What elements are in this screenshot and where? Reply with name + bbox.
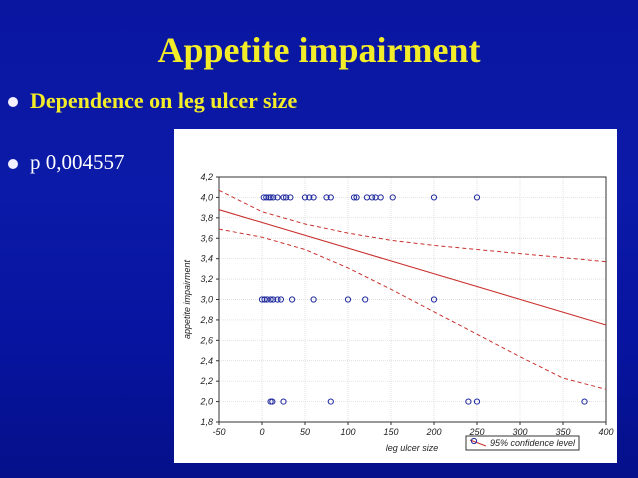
data-point xyxy=(261,296,268,303)
confidence-band-lower xyxy=(218,228,607,390)
data-point xyxy=(353,194,360,201)
confidence-band-lines xyxy=(218,189,607,390)
y-tick-label: 2,8 xyxy=(199,315,213,325)
y-tick-label: 3,8 xyxy=(200,213,213,223)
y-tick-label: 3,4 xyxy=(200,254,213,264)
legend-point-marker xyxy=(470,437,478,445)
data-point xyxy=(430,194,438,201)
data-point xyxy=(263,194,270,201)
data-point xyxy=(323,194,330,201)
legend-box xyxy=(465,435,580,451)
data-point xyxy=(267,296,274,303)
y-tick-label: 2,0 xyxy=(199,397,213,407)
data-point xyxy=(465,398,472,405)
y-tick-label: 3,2 xyxy=(200,274,213,284)
data-point xyxy=(280,398,287,405)
scatter-chart-panel: -50 0 50 100 150 200 250 300 350 400 1,8 2,0 2,2 2,4… xyxy=(174,129,617,463)
data-point xyxy=(368,194,376,201)
data-point xyxy=(350,194,358,201)
y-tick-label: 2,2 xyxy=(199,376,213,386)
data-point xyxy=(270,296,277,303)
data-points xyxy=(258,194,588,405)
data-point xyxy=(581,398,588,405)
x-tick-label: 150 xyxy=(383,427,398,437)
y-tick-label: 4,0 xyxy=(200,192,213,202)
x-tick-label: 250 xyxy=(468,427,484,437)
x-tick-label: 200 xyxy=(425,427,441,437)
x-tick-label: 300 xyxy=(512,427,527,437)
data-point xyxy=(310,296,317,303)
bullet-dot-icon xyxy=(8,159,18,169)
data-point xyxy=(265,194,272,201)
regression-line xyxy=(218,209,607,326)
data-point xyxy=(274,296,281,303)
data-point xyxy=(327,398,334,405)
x-tick-label: 400 xyxy=(598,427,613,437)
y-tick-label: 2,4 xyxy=(199,356,213,366)
bullet-dot-icon xyxy=(8,97,18,107)
y-tick-labels: 1,8 2,0 2,2 2,4 2,6 2,8 3,0 3,2 3,4 3,6 3,8 4,0 4,2 xyxy=(199,172,213,427)
bullet-item-1: Dependence on leg ulcer size xyxy=(8,88,300,113)
y-axis-label: appetite impairment xyxy=(182,259,192,339)
x-axis-label: leg ulcer size xyxy=(386,443,439,453)
data-point xyxy=(377,194,384,201)
x-tick-label: 100 xyxy=(340,427,355,437)
data-point xyxy=(473,398,481,405)
data-point xyxy=(306,194,313,201)
data-point xyxy=(280,194,287,201)
data-point xyxy=(274,194,281,201)
x-tick-label: -50 xyxy=(212,427,225,437)
data-point xyxy=(289,296,296,303)
regression-fit-line xyxy=(218,209,607,326)
slide-title: Appetite impairment xyxy=(157,30,481,70)
y-tick-label: 3,0 xyxy=(200,295,213,305)
data-point xyxy=(430,296,438,303)
data-point xyxy=(362,296,369,303)
data-point xyxy=(269,398,276,405)
y-tick-label: 1,8 xyxy=(200,417,213,427)
y-tick-label: 4,2 xyxy=(200,172,213,182)
legend-label: 95% confidence level xyxy=(490,438,576,448)
y-tick-label: 2,6 xyxy=(199,335,213,345)
scatter-chart: -50 0 50 100 150 200 250 300 350 400 1,8 2,0 2,2 2,4… xyxy=(182,172,614,453)
data-point xyxy=(270,194,277,201)
chart-legend: 95% confidence level xyxy=(465,435,580,451)
data-point xyxy=(301,194,309,201)
x-tick-label: 50 xyxy=(300,427,310,437)
chart-grid xyxy=(216,176,607,425)
y-tick-label: 3,6 xyxy=(200,233,213,243)
data-point xyxy=(277,296,285,303)
data-point xyxy=(344,296,352,303)
legend-line-sample xyxy=(469,439,487,447)
confidence-band-upper xyxy=(218,189,607,263)
plot-frame xyxy=(218,176,607,423)
bullet-text-2: p 0,004557 xyxy=(30,150,125,174)
data-point xyxy=(327,194,334,201)
x-tick-labels: -50 0 50 100 150 200 250 300 350 400 xyxy=(212,427,613,437)
data-point xyxy=(287,194,294,201)
bullet-text-1: Dependence on leg ulcer size xyxy=(30,88,298,113)
data-point xyxy=(310,194,317,201)
x-tick-label: 350 xyxy=(555,427,570,437)
bullet-item-2: p 0,004557 xyxy=(8,150,125,175)
data-point xyxy=(267,194,274,201)
data-point xyxy=(267,398,274,405)
data-point xyxy=(282,194,290,201)
data-point xyxy=(264,296,271,303)
data-point xyxy=(473,194,481,201)
x-tick-label: 0 xyxy=(259,427,264,437)
data-point xyxy=(389,194,396,201)
